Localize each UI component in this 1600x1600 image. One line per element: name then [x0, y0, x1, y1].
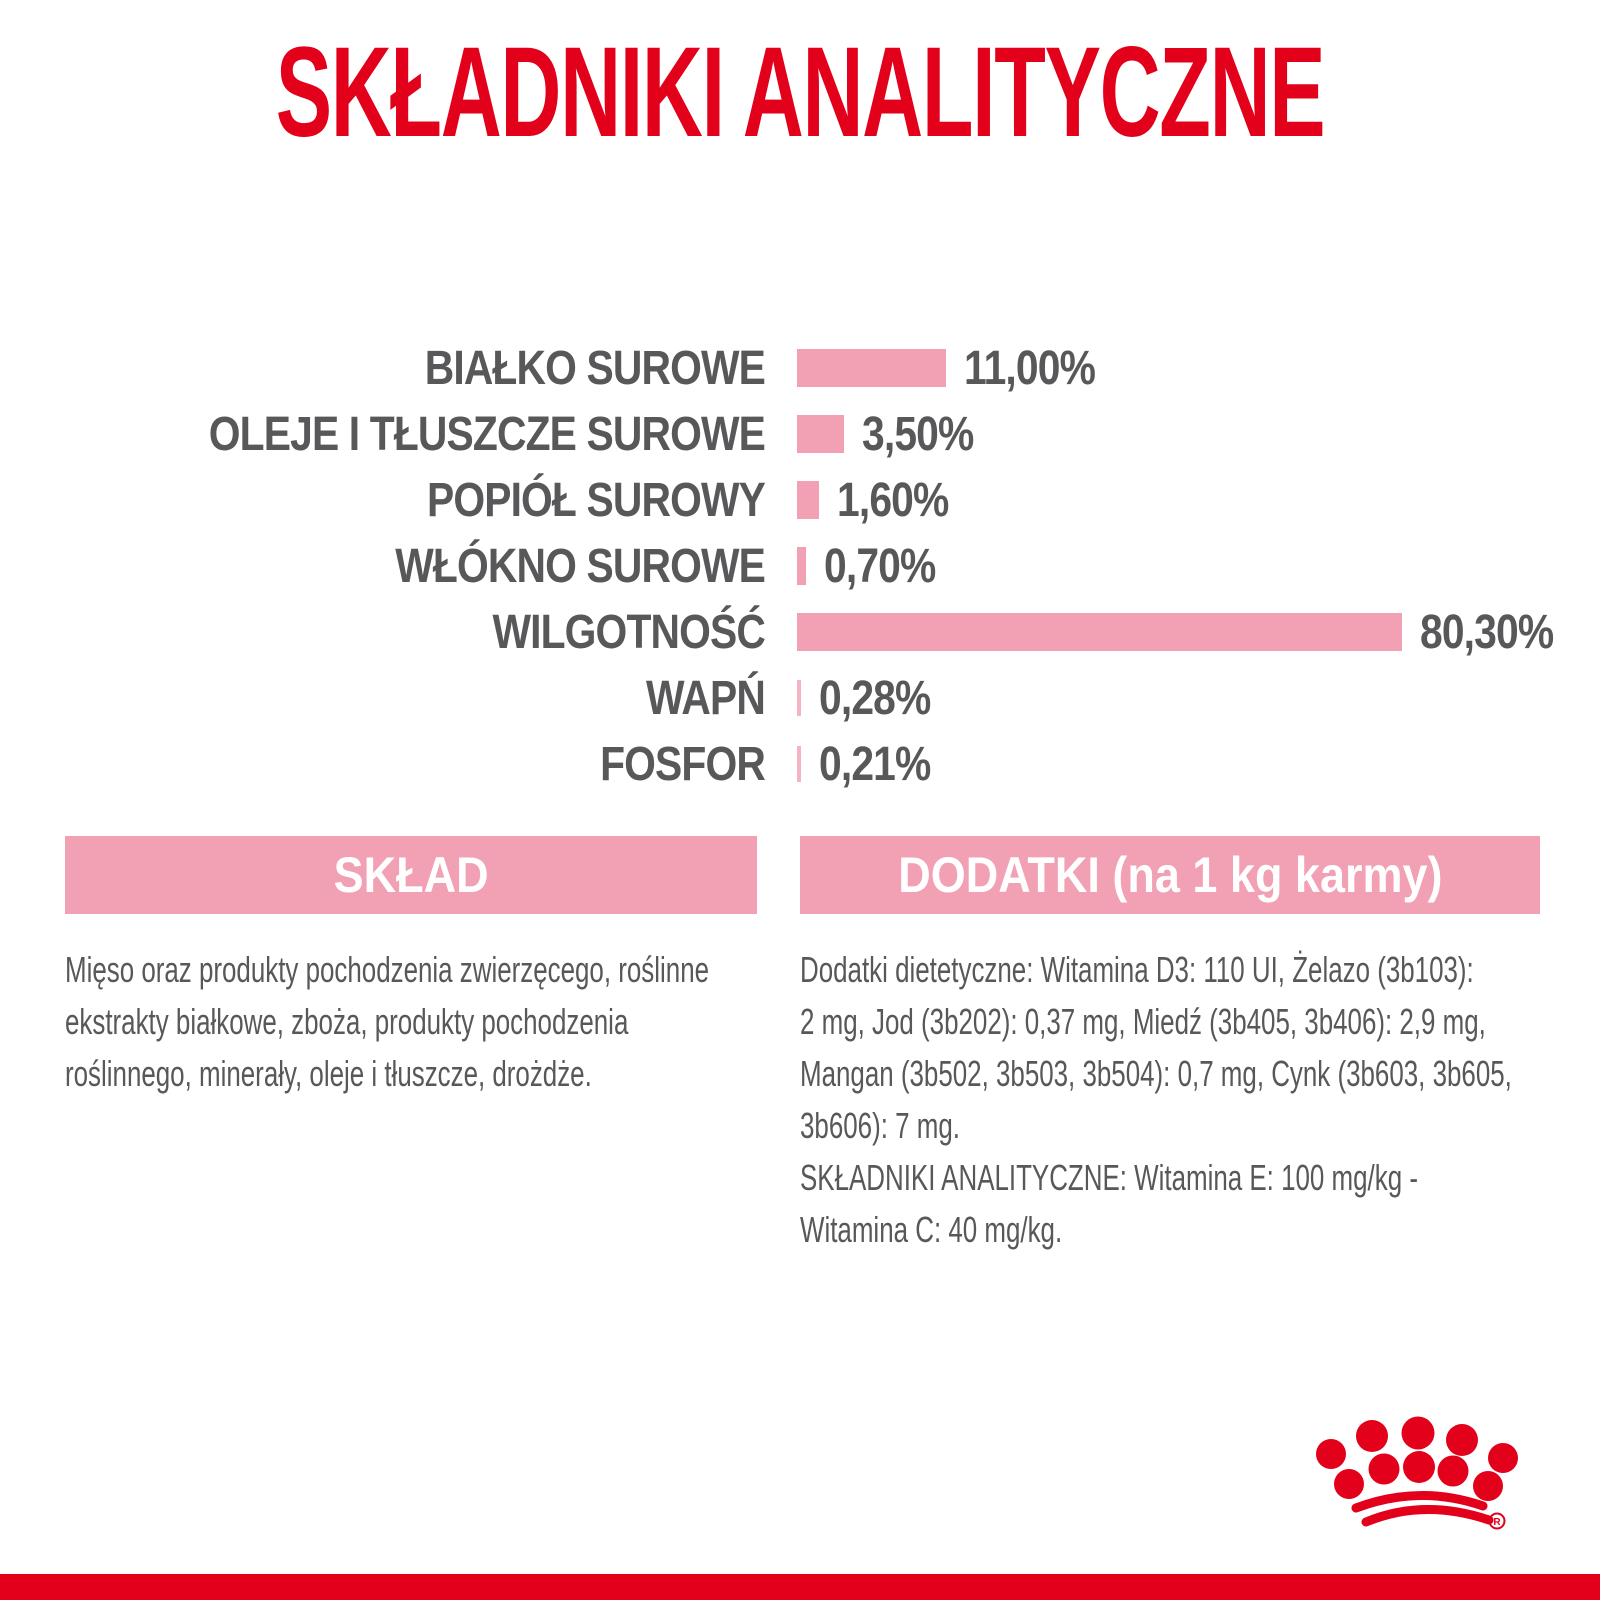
chart-bar — [797, 415, 845, 453]
dodatki-section-header: DODATKI (na 1 kg karmy) — [800, 836, 1540, 914]
chart-category-label: WILGOTNOŚĆ — [492, 605, 765, 659]
sklad-section-title: SKŁAD — [333, 847, 489, 903]
chart-row: WŁÓKNO SUROWE 0,70% — [0, 533, 1600, 599]
chart-bar — [797, 481, 819, 519]
chart-category-label: BIAŁKO SUROWE — [424, 341, 766, 395]
chart-value-label: 80,30% — [1420, 605, 1554, 659]
chart-value-label: 1,60% — [836, 473, 949, 527]
chart-bar — [797, 613, 1402, 651]
analytical-components-chart: BIAŁKO SUROWE 11,00% OLEJE I TŁUSZCZE SURO… — [0, 335, 1600, 797]
svg-text:R: R — [1493, 1517, 1501, 1528]
dodatki-section-body: Dodatki dietetyczne: Witamina D3: 110 UI… — [800, 944, 1540, 1256]
registered-trademark-icon: R — [1488, 1512, 1506, 1530]
sklad-section-body: Mięso oraz produkty pochodzenia zwierzęc… — [65, 944, 757, 1100]
royal-canin-crown-logo: R — [1316, 1416, 1518, 1530]
chart-value-label: 3,50% — [862, 407, 974, 461]
chart-bar — [797, 349, 946, 387]
chart-value-label: 11,00% — [963, 341, 1096, 395]
chart-category-label: WŁÓKNO SUROWE — [395, 539, 766, 593]
chart-value-label: 0,21% — [819, 737, 931, 791]
chart-row: BIAŁKO SUROWE 11,00% — [0, 335, 1600, 401]
chart-row: WAPŃ 0,28% — [0, 665, 1600, 731]
footer-red-bar — [0, 1574, 1600, 1600]
chart-category-label: POPIÓŁ SUROWY — [426, 473, 766, 527]
chart-category-label: OLEJE I TŁUSZCZE SUROWE — [208, 407, 766, 461]
chart-row: WILGOTNOŚĆ 80,30% — [0, 599, 1600, 665]
chart-row: OLEJE I TŁUSZCZE SUROWE 3,50% — [0, 401, 1600, 467]
chart-value-label: 0,28% — [819, 671, 931, 725]
dodatki-section-title: DODATKI (na 1 kg karmy) — [897, 847, 1443, 903]
chart-row: FOSFOR 0,21% — [0, 731, 1600, 797]
chart-bar — [797, 680, 801, 716]
chart-bar — [797, 547, 807, 585]
sklad-text: Mięso oraz produkty pochodzenia zwierzęc… — [65, 949, 710, 1094]
page-title: SKŁADNIKI ANALITYCZNE — [275, 21, 1326, 164]
dodatki-text: Dodatki dietetyczne: Witamina D3: 110 UI… — [800, 949, 1512, 1250]
chart-value-label: 0,70% — [824, 539, 936, 593]
sklad-section-header: SKŁAD — [65, 836, 757, 914]
chart-bar — [797, 746, 801, 782]
chart-category-label: FOSFOR — [600, 737, 766, 791]
chart-rows: BIAŁKO SUROWE 11,00% OLEJE I TŁUSZCZE SURO… — [0, 335, 1600, 797]
chart-category-label: WAPŃ — [646, 671, 766, 725]
chart-row: POPIÓŁ SUROWY 1,60% — [0, 467, 1600, 533]
